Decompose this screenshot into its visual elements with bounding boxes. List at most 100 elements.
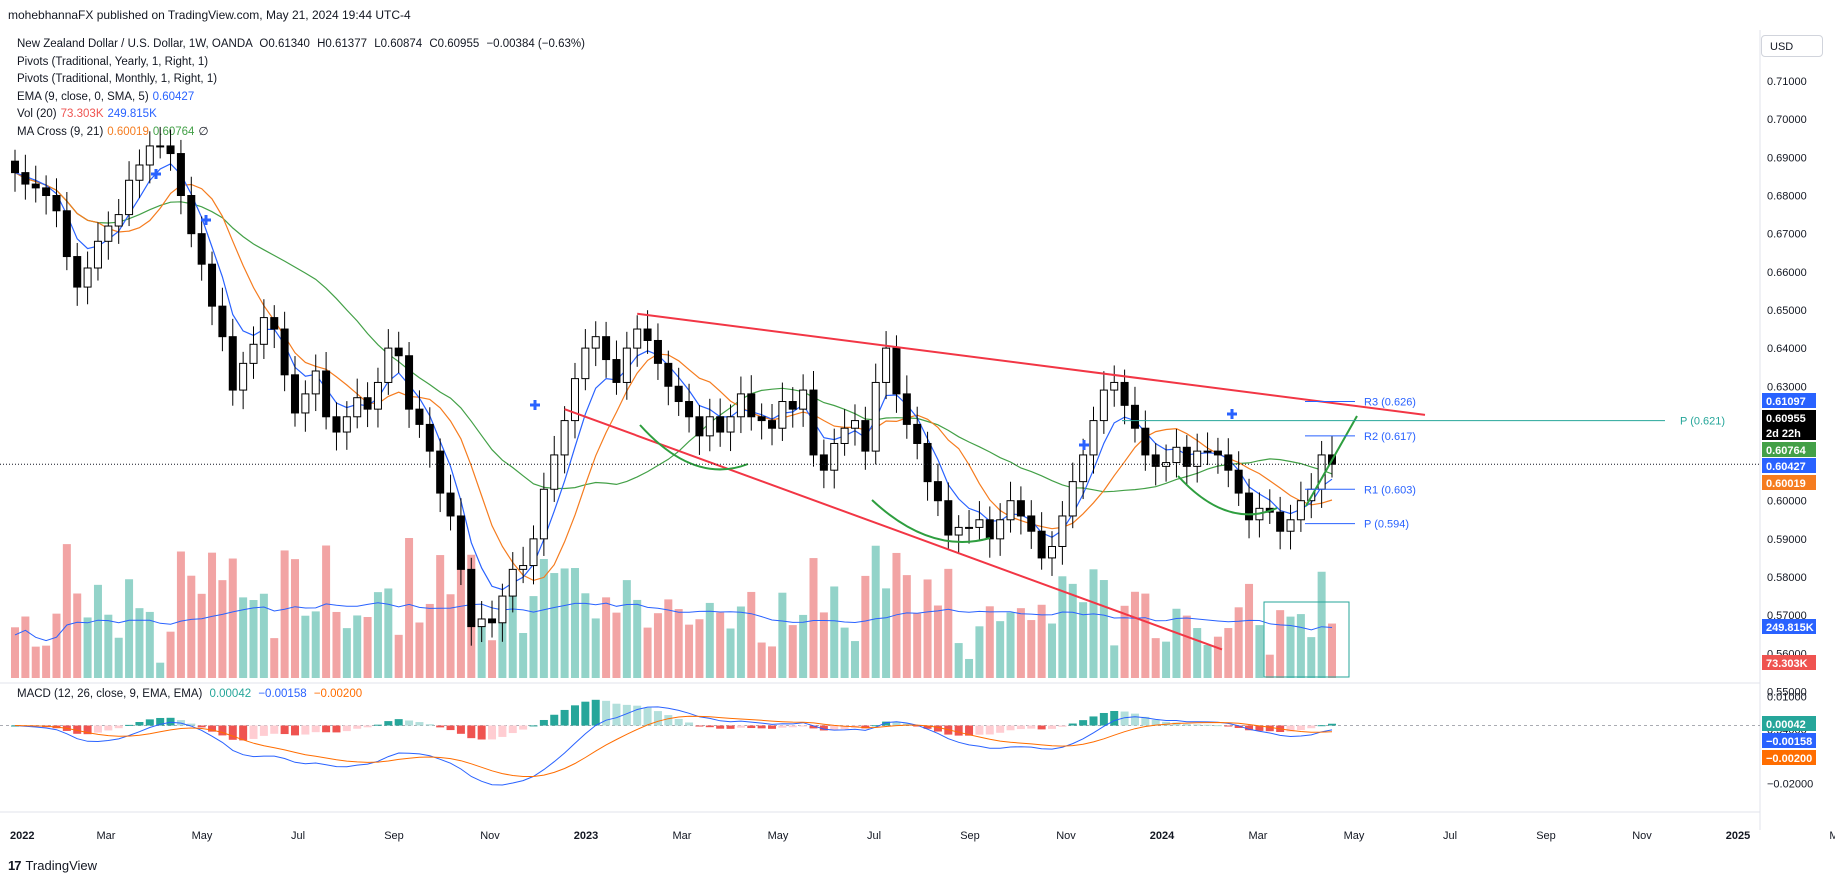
macd-histogram-bar <box>322 725 331 733</box>
candle-body <box>757 416 766 422</box>
ema-legend[interactable]: EMA (9, close, 0, SMA, 5) 0.60427 <box>17 89 585 107</box>
candle-body <box>425 423 434 452</box>
close-value: C0.60955 <box>429 38 480 50</box>
volume-bar <box>591 618 600 678</box>
volume-bar <box>809 558 818 678</box>
pivots-monthly-legend[interactable]: Pivots (Traditional, Monthly, 1, Right, … <box>17 73 218 85</box>
pivots-yearly-legend[interactable]: Pivots (Traditional, Yearly, 1, Right, 1… <box>17 55 209 68</box>
macd-histogram-bar <box>311 725 320 733</box>
candle-body <box>1172 446 1181 464</box>
upper-trendline <box>637 312 1426 416</box>
volume-bar <box>778 592 787 678</box>
candle-body <box>1162 462 1171 467</box>
volume-bar <box>633 599 642 678</box>
candle-body <box>622 347 631 383</box>
macd-histogram-bar <box>933 725 942 732</box>
macd-histogram-bar <box>11 725 19 727</box>
volume-bar <box>1224 628 1233 678</box>
candle-body <box>1068 481 1077 517</box>
vol-legend[interactable]: Vol (20) 73.303K 249.815K <box>17 106 585 124</box>
macd-legend[interactable]: MACD (12, 26, close, 9, EMA, EMA) 0.0004… <box>17 688 362 700</box>
candle-body <box>965 526 974 529</box>
macd-histogram-bar <box>1037 725 1046 730</box>
candle-body <box>602 336 611 361</box>
time-tick-label: 2025 <box>1726 830 1750 842</box>
price-axis-label <box>1762 410 1816 425</box>
volume-bar <box>270 638 279 678</box>
volume-bar <box>156 662 165 678</box>
macd-histogram-bar <box>1234 725 1243 728</box>
ma-cross-marker-icon <box>1227 409 1237 419</box>
volume-bar <box>1245 583 1254 678</box>
candle-body <box>1182 446 1191 467</box>
volume-bar <box>1037 604 1046 678</box>
macd-histogram-bar <box>819 725 828 731</box>
candle-body <box>290 374 299 414</box>
macd-histogram-bar <box>270 725 279 734</box>
candle-body <box>705 416 714 437</box>
volume-highlight-box <box>1263 601 1350 678</box>
volume-bar <box>985 606 994 678</box>
volume-bar <box>353 615 362 678</box>
price-axis-label-text: 249.815K <box>1766 622 1814 634</box>
candle-body <box>1016 500 1025 517</box>
candle-body <box>1286 519 1295 532</box>
volume-bar <box>135 608 144 678</box>
ma-slow-value: 0.60764 <box>152 125 195 138</box>
candle-body <box>861 420 870 452</box>
ma-slow-line <box>14 172 1333 493</box>
macd-histogram-bar <box>1162 721 1171 726</box>
candle-body <box>1213 450 1222 456</box>
candle-body <box>591 336 600 349</box>
macd-histogram-bar <box>93 725 102 733</box>
volume-bar <box>228 558 237 678</box>
volume-bar <box>114 637 123 678</box>
candle-body <box>197 233 206 265</box>
candle-body <box>114 214 123 227</box>
candle-body <box>539 488 548 540</box>
candle-body <box>104 225 113 242</box>
volume-bar <box>477 625 486 678</box>
volume-bar <box>1141 593 1150 678</box>
macd-histogram-bar <box>570 705 579 726</box>
currency-selector[interactable]: USD <box>1761 35 1823 57</box>
macd-histogram-bar <box>456 725 465 734</box>
tradingview-logo-icon: 17 <box>8 858 22 873</box>
volume-bar <box>1048 623 1057 678</box>
volume-bar <box>42 645 51 678</box>
volume-bar <box>384 588 393 678</box>
volume-bar <box>1276 610 1285 678</box>
volume-bar <box>768 646 777 678</box>
volume-bar <box>726 628 735 678</box>
macd-histogram-bar <box>1027 725 1036 729</box>
macd-histogram-bar <box>83 725 92 735</box>
volume-bar <box>73 593 82 678</box>
time-tick-label: Mar <box>97 830 116 842</box>
macd-histogram-bar <box>757 725 766 729</box>
macd-histogram-bar <box>249 725 258 739</box>
ma-cross-legend[interactable]: MA Cross (9, 21) 0.60019 0.60764 ∅ <box>17 124 585 142</box>
volume-bar <box>664 599 673 678</box>
candle-body <box>612 359 621 383</box>
volume-bar <box>1027 620 1036 678</box>
volume-bar <box>125 579 134 678</box>
macd-histogram-bar <box>1016 725 1025 730</box>
macd-histogram-bar <box>208 725 217 732</box>
high-value: H0.61377 <box>317 38 367 50</box>
volume-bar <box>622 580 631 678</box>
candle-body <box>799 389 808 410</box>
volume-bar <box>1213 636 1222 678</box>
macd-histogram-bar <box>799 725 808 727</box>
macd-histogram-bar <box>197 725 206 728</box>
time-tick-label: Jul <box>1443 830 1457 842</box>
candle-body <box>933 481 942 502</box>
volume-bar <box>653 613 662 678</box>
macd-histogram-bar <box>1255 725 1264 731</box>
candle-body <box>840 427 849 444</box>
volume-bar <box>570 568 579 678</box>
tradingview-brand[interactable]: 17 TradingView <box>8 858 97 873</box>
candle-body <box>1110 381 1119 391</box>
macd-histogram-bar <box>467 725 476 739</box>
volume-bar <box>757 642 766 678</box>
